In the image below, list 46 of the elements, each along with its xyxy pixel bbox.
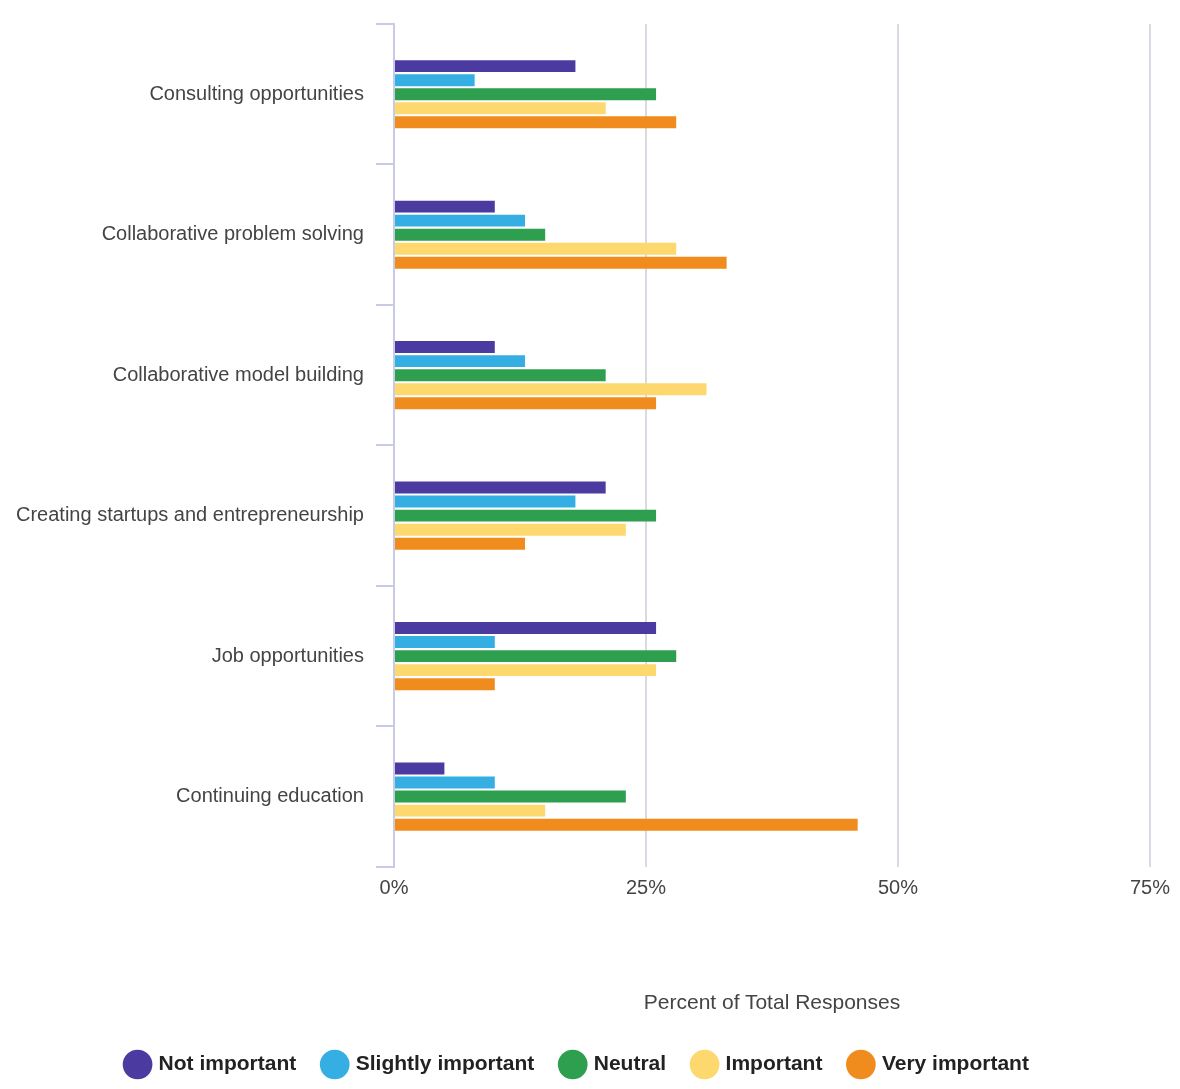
bar [394, 790, 626, 803]
bar [394, 636, 495, 649]
bar [394, 228, 546, 241]
x-tick-label: 25% [625, 876, 667, 899]
bar [394, 495, 576, 508]
bar [394, 214, 526, 227]
x-tick-label: 50% [877, 876, 919, 899]
bar [394, 200, 495, 213]
y-tick-label: Collaborative model building [112, 362, 364, 385]
bar [394, 102, 606, 115]
bar [394, 242, 677, 255]
bar [394, 509, 657, 522]
bar [394, 776, 495, 789]
bar [394, 664, 657, 677]
bar [394, 355, 526, 368]
legend-label: Slightly important [355, 1051, 535, 1075]
legend-label: Neutral [593, 1051, 667, 1075]
bar [394, 523, 626, 536]
bar [394, 537, 526, 550]
x-axis-title: Percent of Total Responses [643, 990, 901, 1014]
y-tick-label: Creating startups and entrepreneurship [15, 503, 364, 526]
bar [394, 678, 495, 691]
bar [394, 88, 657, 101]
bar [394, 397, 657, 410]
legend-label: Very important [881, 1051, 1029, 1075]
bar [394, 650, 677, 663]
y-tick-label: Consulting opportunities [149, 81, 364, 104]
bar [394, 481, 606, 494]
bar [394, 818, 858, 831]
y-tick-label: Collaborative problem solving [101, 222, 364, 245]
bar [394, 116, 677, 129]
bar [394, 383, 707, 396]
legend-label: Important [725, 1051, 823, 1075]
bar [394, 804, 546, 817]
bar [394, 762, 445, 775]
bar [394, 622, 657, 634]
x-tick-label: 0% [379, 876, 409, 899]
bar [394, 74, 475, 87]
x-tick-label: 75% [1129, 876, 1171, 899]
bar [394, 60, 576, 73]
bar [394, 369, 606, 382]
bar [394, 341, 495, 354]
bar [394, 256, 727, 269]
y-tick-label: Continuing education [176, 784, 364, 807]
y-tick-label: Job opportunities [211, 643, 364, 666]
legend-label: Not important [158, 1051, 297, 1075]
